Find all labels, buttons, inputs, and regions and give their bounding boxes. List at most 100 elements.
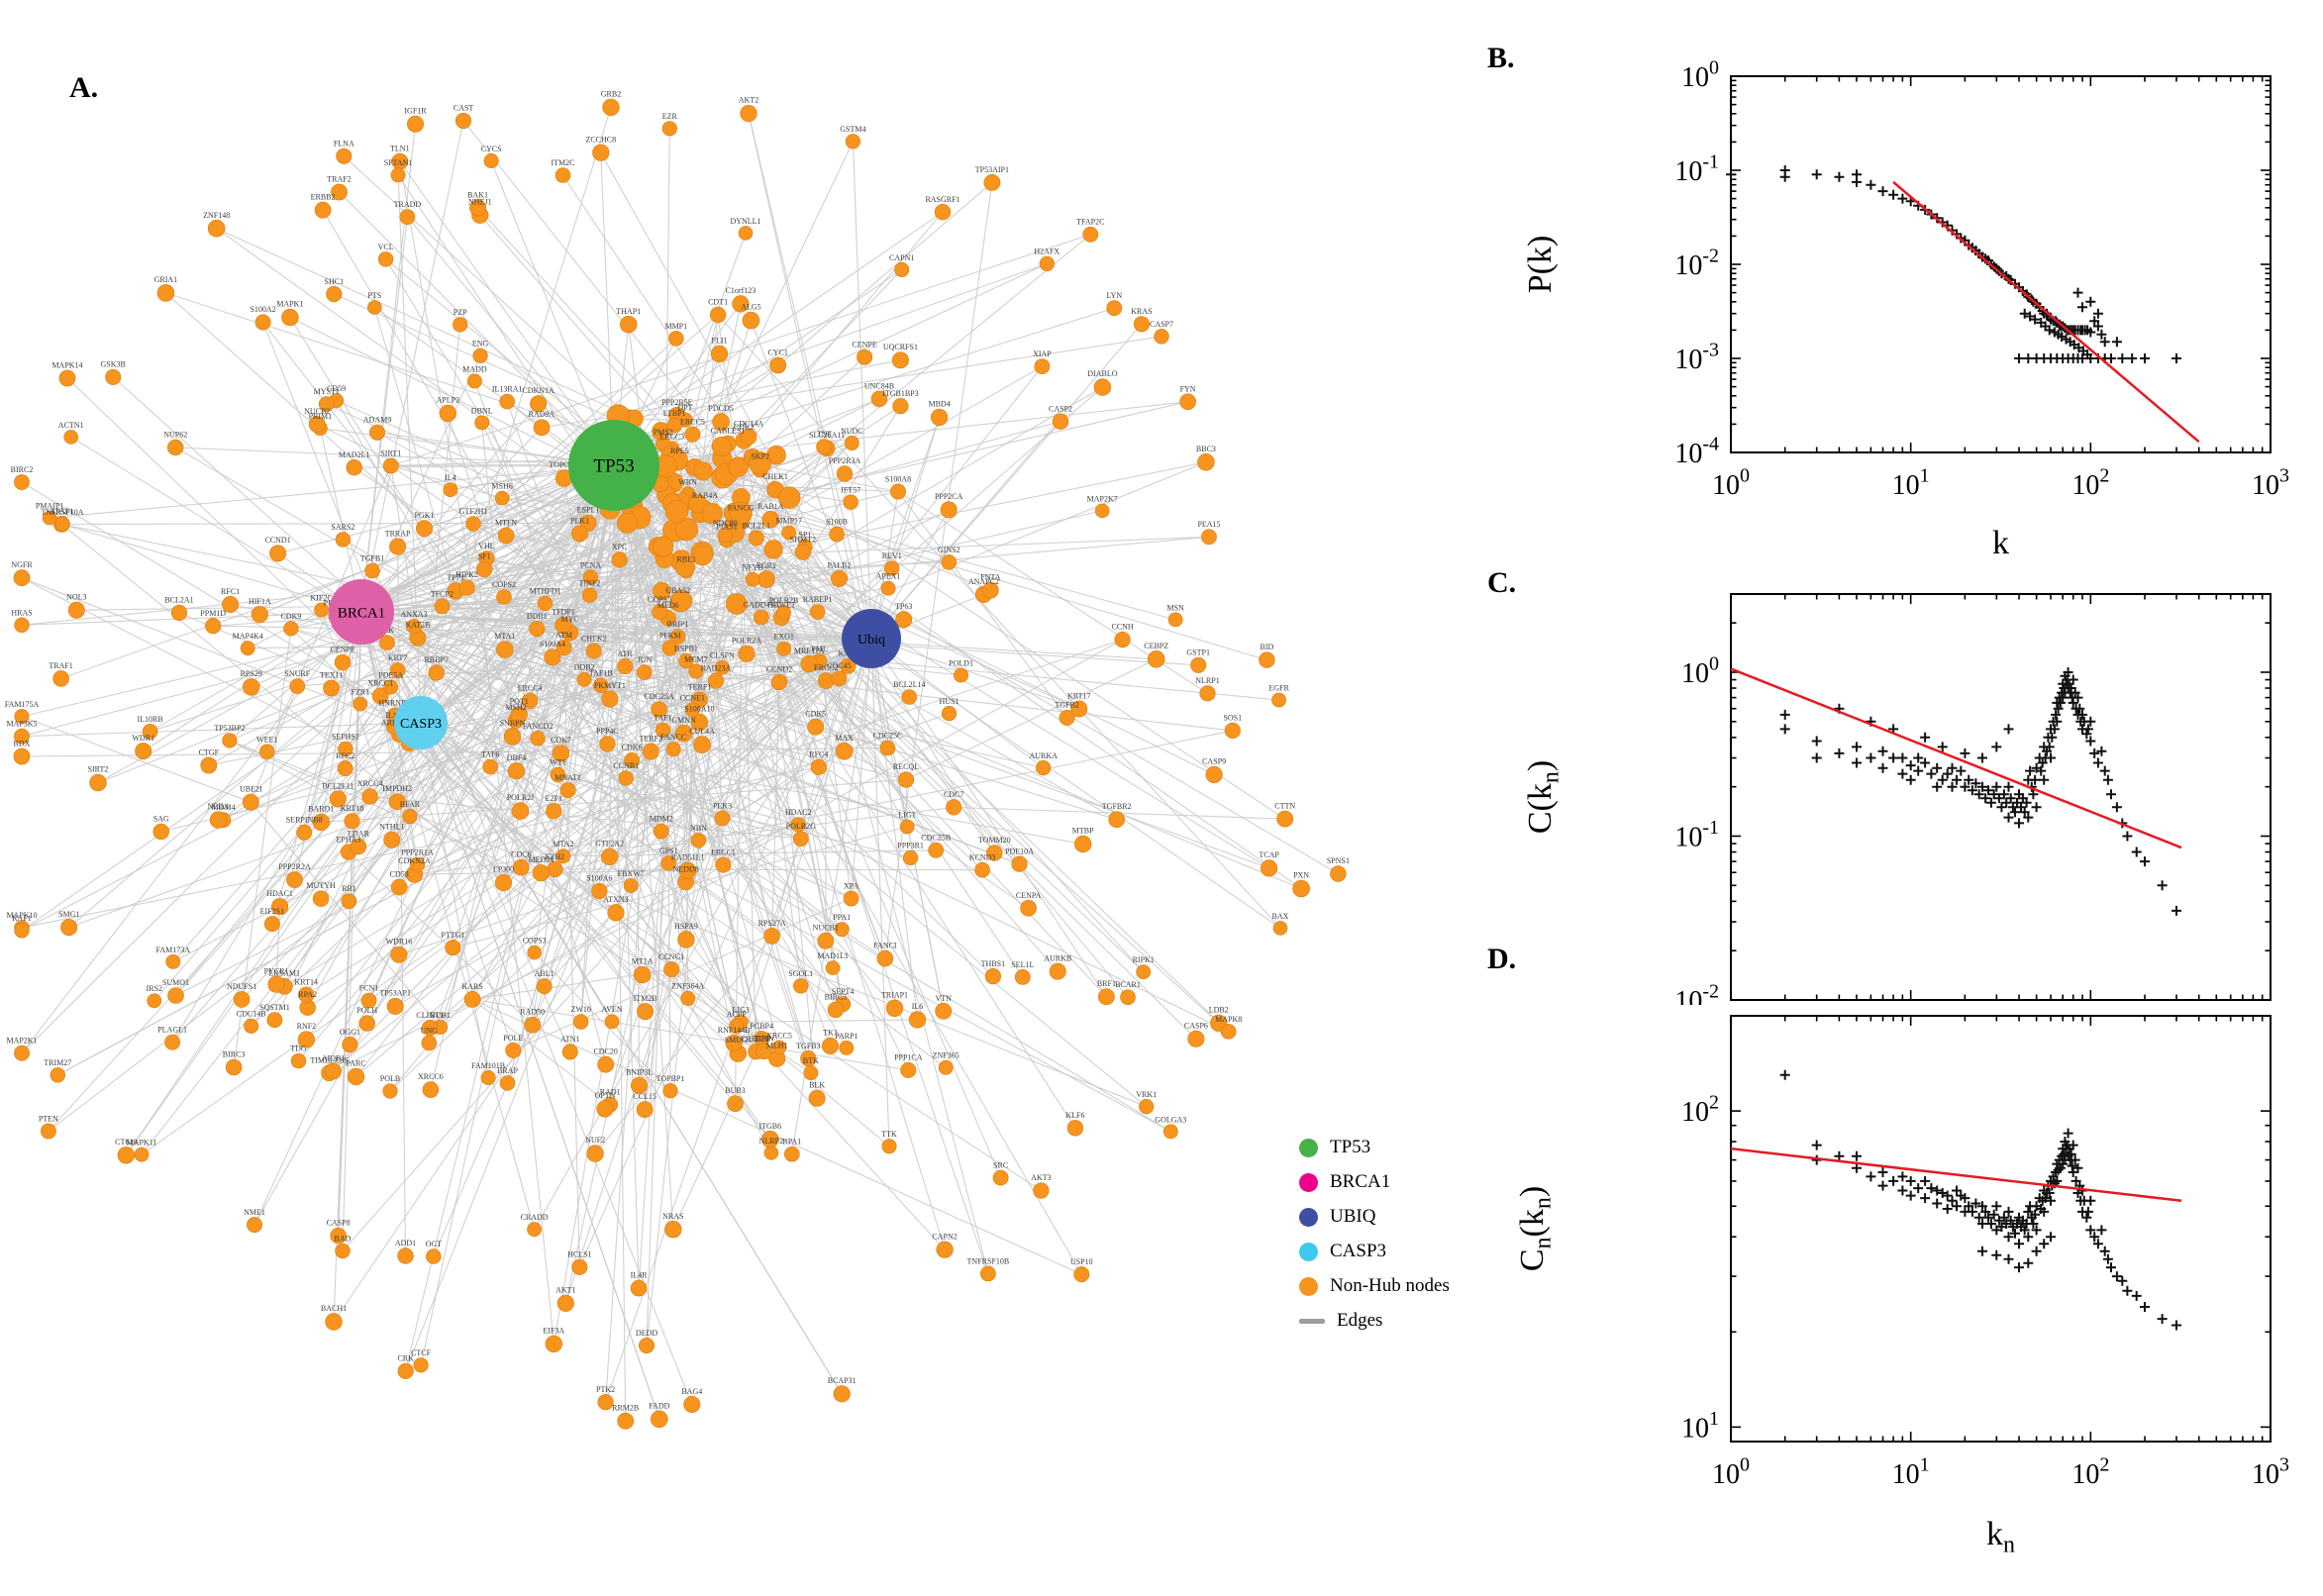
- gene-node[interactable]: [421, 1035, 438, 1051]
- gene-node[interactable]: [690, 833, 707, 848]
- gene-node[interactable]: [341, 893, 357, 910]
- gene-node[interactable]: [839, 1041, 855, 1055]
- gene-node[interactable]: [908, 1011, 927, 1029]
- gene-node[interactable]: [559, 782, 576, 799]
- gene-node[interactable]: [364, 562, 380, 579]
- gene-node[interactable]: [222, 733, 238, 748]
- gene-node[interactable]: [879, 740, 896, 756]
- gene-node[interactable]: [476, 560, 493, 578]
- gene-node[interactable]: [624, 751, 640, 768]
- gene-node[interactable]: [986, 845, 1003, 861]
- gene-node[interactable]: [225, 1058, 243, 1076]
- gene-node[interactable]: [135, 743, 152, 760]
- gene-node[interactable]: [992, 1169, 1009, 1186]
- gene-node[interactable]: [1276, 810, 1294, 828]
- gene-node[interactable]: [390, 946, 408, 963]
- gene-node[interactable]: [422, 1081, 440, 1098]
- gene-node[interactable]: [251, 605, 268, 624]
- gene-node[interactable]: [561, 1044, 578, 1060]
- gene-node[interactable]: [1059, 709, 1075, 726]
- gene-node[interactable]: [717, 528, 733, 544]
- gene-node[interactable]: [334, 653, 352, 671]
- gene-node[interactable]: [281, 308, 299, 327]
- gene-node[interactable]: [834, 922, 850, 938]
- gene-node[interactable]: [592, 144, 610, 161]
- gene-node[interactable]: [1197, 452, 1215, 471]
- gene-node[interactable]: [530, 395, 548, 413]
- gene-node[interactable]: [900, 1061, 917, 1078]
- gene-node[interactable]: [1136, 964, 1152, 980]
- gene-node[interactable]: [267, 975, 285, 993]
- gene-node[interactable]: [678, 652, 694, 669]
- gene-node[interactable]: [532, 864, 551, 882]
- gene-node[interactable]: [901, 689, 918, 705]
- gene-node[interactable]: [453, 317, 468, 333]
- gene-node[interactable]: [885, 999, 904, 1017]
- gene-node[interactable]: [701, 503, 723, 525]
- gene-node[interactable]: [529, 621, 546, 638]
- gene-node[interactable]: [346, 459, 362, 476]
- gene-node[interactable]: [891, 351, 909, 369]
- gene-node[interactable]: [156, 284, 175, 302]
- gene-node[interactable]: [530, 731, 546, 747]
- gene-node[interactable]: [630, 1076, 648, 1094]
- gene-node[interactable]: [810, 758, 827, 775]
- gene-node[interactable]: [342, 1036, 358, 1053]
- gene-node[interactable]: [361, 788, 378, 805]
- gene-node[interactable]: [800, 654, 818, 673]
- gene-node[interactable]: [831, 670, 848, 687]
- gene-node[interactable]: [1033, 1182, 1050, 1199]
- gene-node[interactable]: [503, 728, 522, 746]
- gene-node[interactable]: [674, 556, 696, 577]
- gene-node[interactable]: [617, 1412, 635, 1430]
- gene-node[interactable]: [809, 604, 826, 620]
- gene-node[interactable]: [318, 396, 335, 412]
- gene-node[interactable]: [511, 802, 530, 820]
- gene-node[interactable]: [894, 261, 910, 277]
- hub-node-BRCA1[interactable]: [329, 579, 394, 645]
- gene-node[interactable]: [638, 1338, 655, 1354]
- gene-node[interactable]: [827, 1001, 845, 1019]
- gene-node[interactable]: [835, 742, 854, 760]
- gene-node[interactable]: [325, 1062, 342, 1080]
- gene-node[interactable]: [935, 1002, 953, 1020]
- gene-node[interactable]: [585, 643, 602, 659]
- gene-node[interactable]: [1098, 988, 1115, 1006]
- gene-node[interactable]: [938, 1059, 954, 1075]
- gene-node[interactable]: [597, 1394, 614, 1411]
- gene-node[interactable]: [946, 799, 962, 816]
- gene-node[interactable]: [550, 766, 566, 783]
- gene-node[interactable]: [769, 356, 787, 374]
- gene-node[interactable]: [494, 873, 513, 892]
- gene-node[interactable]: [117, 1147, 136, 1164]
- gene-node[interactable]: [556, 640, 572, 656]
- gene-node[interactable]: [556, 1294, 574, 1312]
- gene-node[interactable]: [13, 748, 31, 765]
- gene-node[interactable]: [1039, 255, 1055, 271]
- gene-node[interactable]: [443, 482, 458, 497]
- gene-node[interactable]: [669, 629, 686, 645]
- gene-node[interactable]: [581, 587, 598, 603]
- gene-node[interactable]: [243, 678, 260, 696]
- gene-node[interactable]: [335, 1243, 351, 1259]
- gene-node[interactable]: [63, 430, 78, 445]
- gene-node[interactable]: [636, 1101, 654, 1119]
- gene-node[interactable]: [572, 1014, 589, 1030]
- gene-node[interactable]: [941, 554, 958, 570]
- gene-node[interactable]: [729, 501, 753, 525]
- gene-node[interactable]: [571, 1258, 588, 1275]
- gene-node[interactable]: [1259, 651, 1275, 668]
- gene-node[interactable]: [983, 173, 1001, 191]
- gene-node[interactable]: [664, 500, 689, 524]
- gene-node[interactable]: [402, 808, 418, 825]
- gene-node[interactable]: [397, 1247, 414, 1264]
- gene-node[interactable]: [14, 728, 30, 745]
- gene-node[interactable]: [1224, 722, 1241, 740]
- gene-node[interactable]: [660, 855, 676, 871]
- gene-node[interactable]: [254, 314, 271, 331]
- gene-node[interactable]: [389, 662, 406, 678]
- gene-node[interactable]: [482, 758, 499, 775]
- gene-node[interactable]: [505, 1042, 522, 1058]
- gene-node[interactable]: [830, 569, 848, 587]
- gene-node[interactable]: [259, 744, 275, 759]
